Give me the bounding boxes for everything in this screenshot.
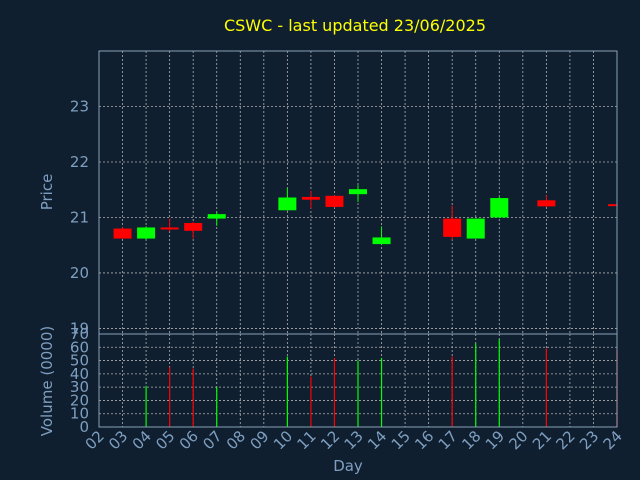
price-tick-label: 22 [70,153,89,171]
day-tick-label: 18 [458,427,484,453]
day-tick-label: 10 [270,427,296,453]
day-tick-label: 12 [317,427,343,453]
price-tick-label: 20 [70,264,89,282]
day-tick-label: 09 [246,427,272,453]
day-tick-label: 03 [105,427,131,453]
candle [372,226,391,245]
candle-body [278,197,297,211]
day-tick-label: 20 [505,427,531,453]
volume-tick-label: 0 [79,418,89,436]
day-tick-label: 19 [482,427,508,453]
day-axis-ticks: 0203040506070809101112131415161718192021… [82,427,626,453]
candle-body [372,237,391,245]
volume-axis-label: Volume (0000) [38,326,56,436]
day-tick-label: 14 [364,427,390,453]
day-tick-label: 15 [388,427,414,453]
chart-title: CSWC - last updated 23/06/2025 [224,16,486,35]
price-tick-label: 21 [70,208,89,226]
candle [490,196,509,219]
volume-tick-label: 20 [70,391,89,409]
candle-body [537,200,556,207]
candle [160,218,179,232]
candle-body [443,218,462,237]
day-tick-label: 22 [553,427,579,453]
candle-body [207,214,226,219]
price-candles [113,185,618,245]
candle [301,190,320,209]
day-axis-label: Day [333,457,363,475]
day-tick-label: 07 [199,427,225,453]
day-tick-label: 16 [411,427,437,453]
candle-body [113,228,132,239]
price-tick-label: 19 [70,319,89,337]
day-tick-label: 17 [435,427,461,453]
day-tick-label: 08 [223,427,249,453]
candle [466,218,485,239]
price-y-ticks: 19 20 21 22 23 [70,97,89,337]
day-tick-label: 05 [152,427,178,453]
candle-body [184,223,203,231]
candle [184,221,203,239]
volume-tick-label: 10 [70,405,89,423]
candle-body [325,195,344,207]
candle [349,185,367,202]
day-tick-label: 24 [600,427,626,453]
candle [537,195,556,207]
candle-body [301,196,320,200]
day-tick-label: 21 [529,427,555,453]
candle [207,211,226,226]
volume-tick-label: 70 [70,325,89,343]
day-tick-label: 11 [294,427,320,453]
candle-body [349,189,367,195]
volume-tick-label: 50 [70,352,89,370]
volume-tick-label: 40 [70,365,89,383]
candle [137,226,156,240]
candle [608,204,618,222]
day-tick-label: 04 [129,427,155,453]
day-tick-label: 06 [176,427,202,453]
candle-body [137,227,156,239]
candle [325,195,344,208]
day-tick-label: 13 [341,427,367,453]
volume-tick-label: 30 [70,378,89,396]
volume-tick-label: 60 [70,338,89,356]
price-tick-label: 23 [70,97,89,115]
price-axis-label: Price [38,174,56,211]
candle-body [490,198,509,218]
candle [113,227,132,239]
candle-body [466,218,485,239]
candle-body [160,227,179,230]
day-tick-label: 23 [576,427,602,453]
candle-body [608,204,617,207]
candle [278,188,297,211]
volume-plot-frame [98,333,618,428]
candle [443,205,462,240]
